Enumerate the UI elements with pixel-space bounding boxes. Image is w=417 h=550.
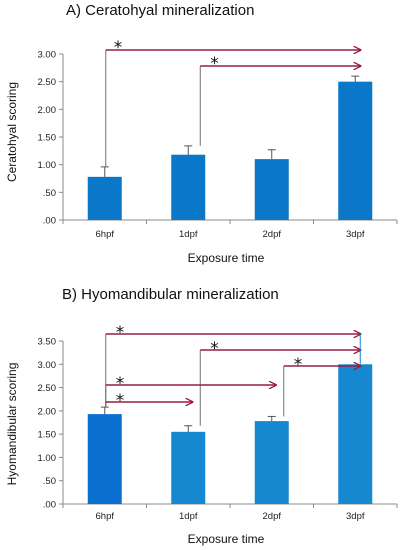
chart-b-y-tick-label: 1.50 xyxy=(38,430,57,441)
chart-b-bar-6hpf xyxy=(87,414,122,504)
chart-a-bar-6hpf xyxy=(87,176,122,220)
chart-a-sig-star-1dpf-3dpf: * xyxy=(210,54,219,74)
chart-b-bar-1dpf xyxy=(171,431,206,504)
chart-b-hyomandibular: B) Hyomandibular mineralization Hyomandi… xyxy=(5,286,398,546)
chart-a-x-axis-label: Exposure time xyxy=(188,251,265,265)
chart-b-bar-2dpf xyxy=(254,421,289,504)
chart-b-x-tick-label-6hpf: 6hpf xyxy=(96,511,115,522)
chart-b-y-axis-label: Hyomandibular scoring xyxy=(5,363,19,486)
chart-a-x-tick-label-1dpf: 1dpf xyxy=(179,229,198,240)
chart-a-bar-1dpf xyxy=(171,154,206,220)
chart-a-ceratohyal: A) Ceratohyal mineralization Ceratohyal … xyxy=(5,2,398,265)
chart-b-sig-star-2dpf-3dpf: * xyxy=(294,355,303,375)
chart-b-x-tick-label-1dpf: 1dpf xyxy=(179,511,198,522)
chart-a-x-tick-label-3dpf: 3dpf xyxy=(346,229,365,240)
chart-b-bar-3dpf xyxy=(338,364,373,504)
chart-b-sig-star-6hpf-1dpf: * xyxy=(116,391,125,411)
chart-a-y-tick-label: 2.00 xyxy=(38,105,57,116)
chart-b-sig-star-1dpf-3dpf: * xyxy=(210,339,219,359)
chart-a-y-tick-label: 1.50 xyxy=(38,133,57,144)
chart-b-y-tick-label: 2.00 xyxy=(38,406,57,417)
chart-a-title: A) Ceratohyal mineralization xyxy=(66,2,254,19)
chart-a-y-tick-label: .50 xyxy=(43,188,56,199)
chart-b-sig-star-6hpf-2dpf: * xyxy=(116,374,125,394)
chart-a-y-tick-label: 1.00 xyxy=(38,160,57,171)
chart-a-sig-star-6hpf-3dpf: * xyxy=(114,38,123,58)
chart-b-x-tick-label-2dpf: 2dpf xyxy=(263,511,282,522)
chart-b-y-tick-label: 3.00 xyxy=(38,360,57,371)
chart-a-y-tick-label: 2.50 xyxy=(38,77,57,88)
chart-a-x-tick-label-6hpf: 6hpf xyxy=(96,229,115,240)
chart-a-y-axis-label: Ceratohyal scoring xyxy=(5,82,19,182)
chart-b-y-tick-label: 1.00 xyxy=(38,453,57,464)
chart-b-x-tick-label-3dpf: 3dpf xyxy=(346,511,365,522)
chart-b-x-axis-label: Exposure time xyxy=(188,532,265,546)
chart-b-sig-star-6hpf-3dpf: * xyxy=(116,323,125,343)
chart-b-y-tick-label: .50 xyxy=(43,476,56,487)
chart-a-bar-2dpf xyxy=(254,159,289,220)
chart-b-y-tick-label: 3.50 xyxy=(38,337,57,348)
chart-a-bar-3dpf xyxy=(338,81,373,221)
chart-b-y-tick-label: 2.50 xyxy=(38,383,57,394)
chart-a-x-tick-label-2dpf: 2dpf xyxy=(263,229,282,240)
chart-b-title: B) Hyomandibular mineralization xyxy=(62,286,279,303)
chart-a-y-tick-label: 3.00 xyxy=(38,50,57,61)
chart-a-y-tick-label: .00 xyxy=(43,216,56,227)
chart-b-y-tick-label: .00 xyxy=(43,500,56,511)
